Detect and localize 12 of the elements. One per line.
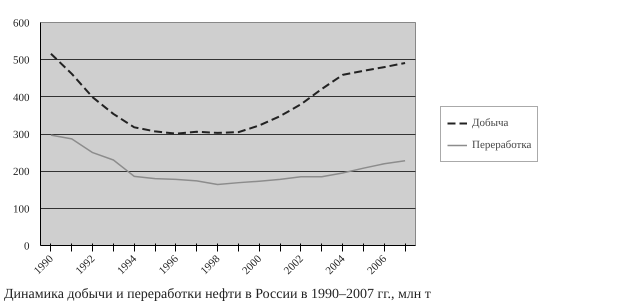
y-tick-label: 200 (13, 166, 30, 178)
y-tick-label: 100 (13, 203, 30, 216)
y-tick-label: 400 (13, 92, 30, 104)
y-tick-label: 500 (13, 54, 30, 67)
y-tick-label: 300 (13, 129, 30, 141)
y-tick-label: 0 (24, 240, 30, 252)
text: Динамика добычи и переработки нефти в России в 1990–2007 гг., млн т (4, 286, 431, 304)
line-series (50, 52, 406, 135)
legend-label: Переработка (472, 138, 532, 150)
legend-label: Добыча (472, 116, 508, 128)
line-series (50, 134, 406, 186)
y-tick-label: 600 (13, 18, 30, 30)
